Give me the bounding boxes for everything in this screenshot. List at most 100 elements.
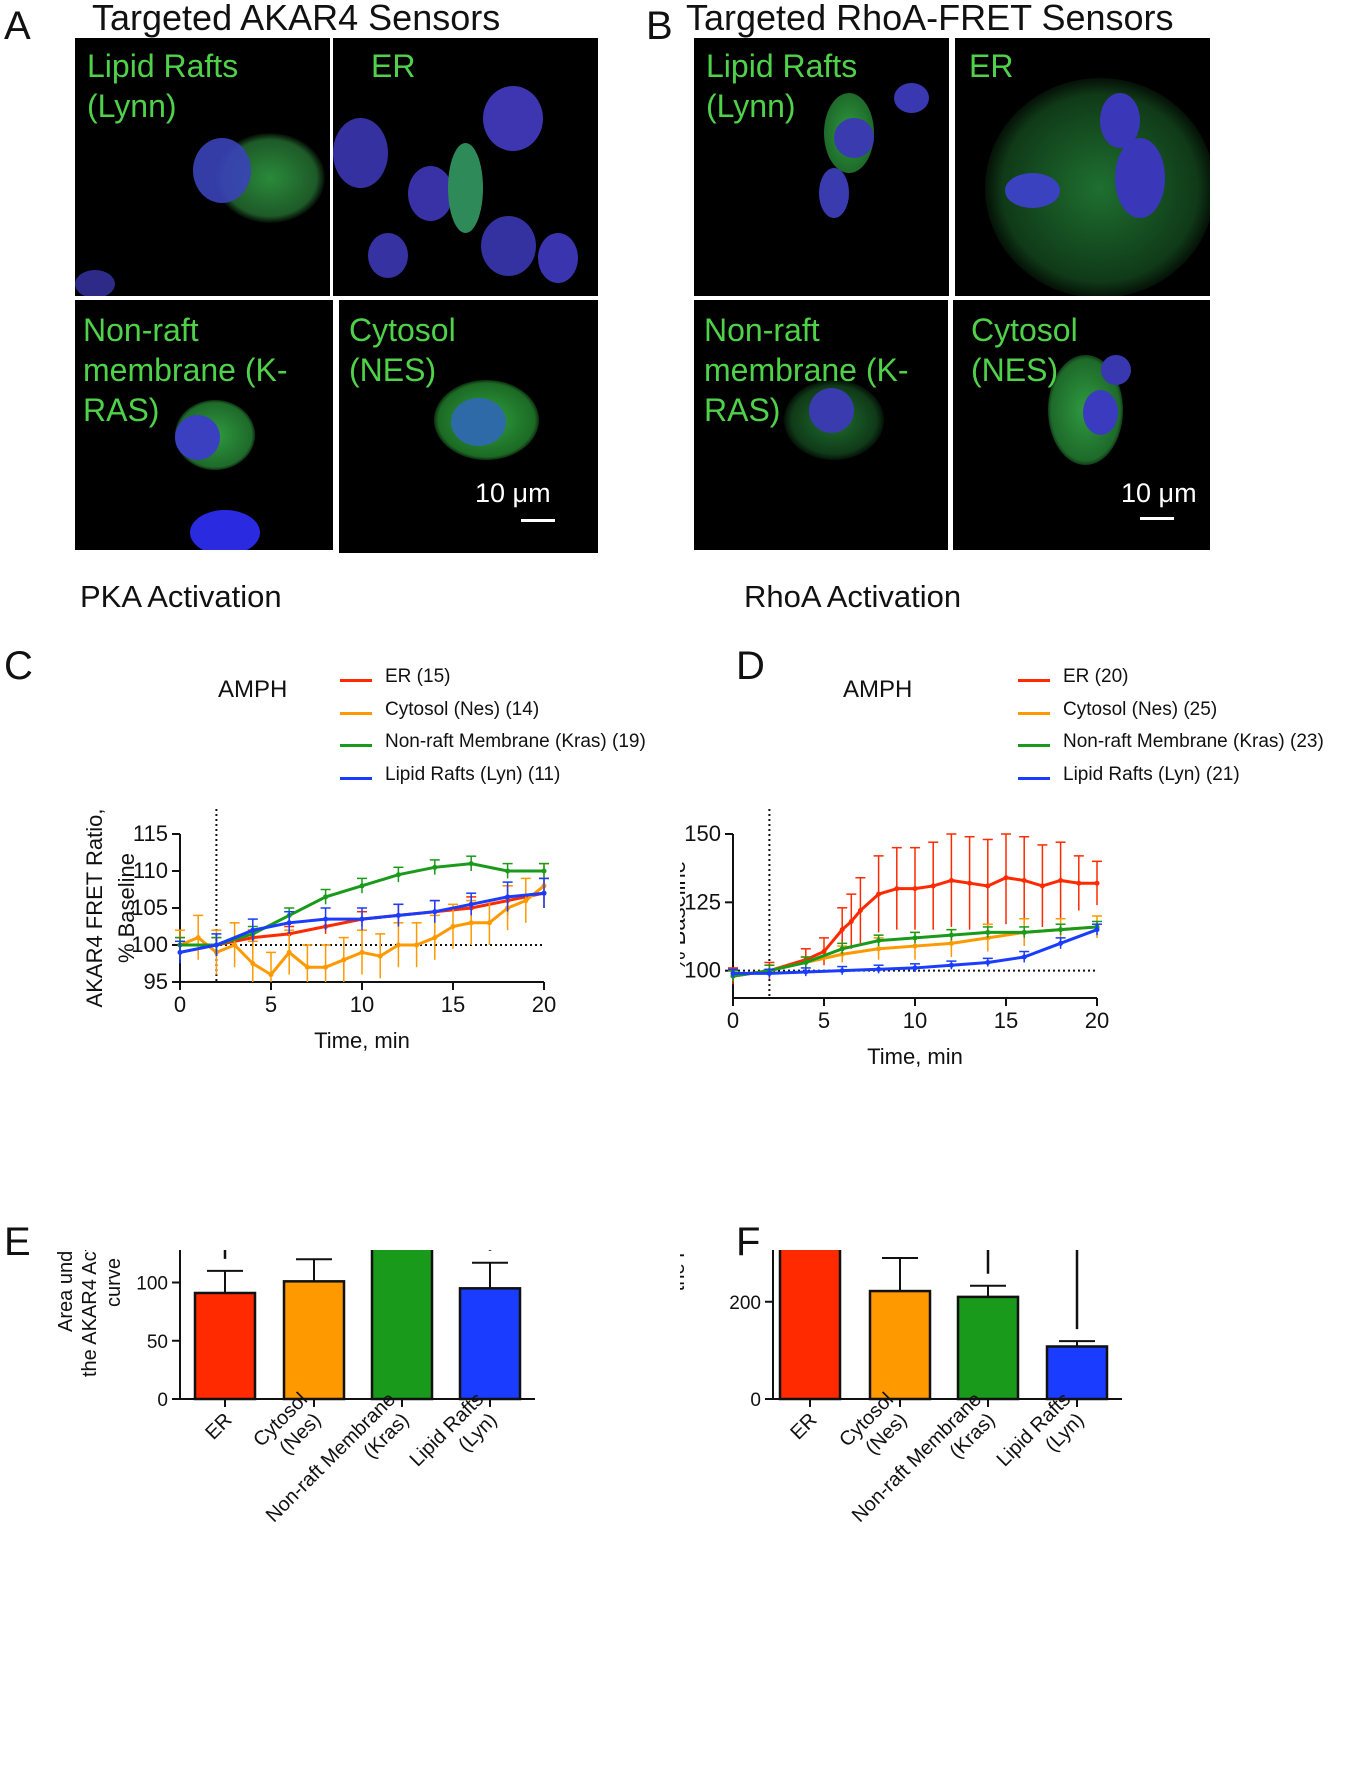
image-label: Lipid Rafts (Lynn) xyxy=(706,48,858,124)
scale-bar-label: 10 μm xyxy=(475,478,551,508)
legend-swatch xyxy=(340,711,372,715)
legend-label: Lipid Rafts (Lyn) (11) xyxy=(385,763,561,785)
data-point xyxy=(1094,927,1100,933)
data-point xyxy=(468,920,474,926)
data-point xyxy=(250,927,256,933)
data-point xyxy=(985,935,991,941)
panel-d-letter: D xyxy=(736,644,765,688)
y-axis-label: % Baseline xyxy=(114,853,139,963)
data-point xyxy=(432,935,438,941)
bar xyxy=(1045,1345,1109,1401)
data-point xyxy=(948,877,954,883)
data-point xyxy=(1058,940,1064,946)
x-tick-label: 5 xyxy=(265,992,277,1017)
y-axis-label: the AKAR4 Activation xyxy=(79,1250,101,1377)
panel-e-letter: E xyxy=(4,1220,31,1264)
data-point xyxy=(395,912,401,918)
bar xyxy=(282,1280,346,1401)
data-point xyxy=(505,894,511,900)
data-point xyxy=(541,890,547,896)
scale-bar xyxy=(521,519,555,522)
x-tick-label: 20 xyxy=(1085,1008,1109,1033)
image-label: ER xyxy=(969,48,1014,84)
x-tick-label-line: ER xyxy=(786,1409,821,1444)
legend-label: ER (20) xyxy=(1063,666,1129,687)
data-point xyxy=(341,957,347,963)
bar xyxy=(370,1250,434,1401)
y-axis-label: AKAR4 FRET Ratio, xyxy=(82,809,107,1008)
legend-swatch xyxy=(1018,744,1050,747)
y-tick-label: 0 xyxy=(750,1390,761,1411)
panel-c-letter: C xyxy=(4,644,33,688)
data-point xyxy=(177,949,183,955)
data-point xyxy=(250,961,256,966)
legend-label: Non-raft Membrane (Kras) (19) xyxy=(385,731,646,752)
image-label: Cytosol (NES) xyxy=(971,312,1078,388)
data-point xyxy=(213,942,219,948)
image-label: Lipid Rafts (Lynn) xyxy=(87,48,239,124)
data-point xyxy=(985,959,991,965)
legend-swatch xyxy=(1018,679,1050,682)
data-point xyxy=(323,964,329,970)
data-point xyxy=(359,949,365,955)
data-point xyxy=(821,949,827,955)
data-point xyxy=(930,883,936,889)
image-label: ER xyxy=(371,48,416,84)
data-point xyxy=(803,969,809,975)
x-tick-label: 15 xyxy=(441,992,465,1017)
data-point xyxy=(1039,883,1045,889)
legend-label: Cytosol (Nes) (25) xyxy=(1063,698,1218,720)
y-tick-label: 100 xyxy=(684,958,721,983)
data-point xyxy=(486,920,492,926)
image-label: Non-raft membrane (K-RAS) xyxy=(704,312,909,428)
bar xyxy=(778,1250,842,1401)
data-point xyxy=(268,972,274,978)
data-point xyxy=(857,908,863,914)
data-point xyxy=(468,861,474,867)
chart-c-pka-activation: 0 5 10 15 20 95 100 105 110 115 Time, min AKAR4 FRE… xyxy=(82,809,556,1053)
data-point xyxy=(505,868,511,874)
chart-e-akar4-auc: 050100150200ERCytosol(Nes)Non-raft Membr… xyxy=(55,1250,535,1527)
data-point xyxy=(323,894,329,900)
data-point xyxy=(985,883,991,889)
series-lipid xyxy=(175,877,549,964)
data-point xyxy=(848,918,854,924)
data-point xyxy=(948,962,954,968)
series-line xyxy=(732,876,1097,978)
x-tick-label: 20 xyxy=(532,992,556,1017)
data-point xyxy=(1021,877,1027,883)
data-point xyxy=(286,949,292,955)
y-tick-label: 0 xyxy=(157,1390,168,1411)
chart-d-title: RhoA Activation xyxy=(744,579,962,614)
data-point xyxy=(359,883,365,889)
data-point xyxy=(876,946,882,952)
data-point xyxy=(876,966,882,972)
y-tick-label: 95 xyxy=(144,969,168,994)
y-tick-label: 200 xyxy=(729,1293,761,1314)
x-tick-label: 10 xyxy=(350,992,374,1017)
data-point xyxy=(1003,875,1009,881)
data-point xyxy=(1021,929,1027,935)
data-point xyxy=(395,942,401,948)
legend-swatch xyxy=(340,744,372,747)
x-tick-label: ER xyxy=(201,1409,236,1444)
x-tick-label: 10 xyxy=(903,1008,927,1033)
y-tick-label: 50 xyxy=(147,1332,168,1353)
data-point xyxy=(286,920,292,926)
y-axis-label: Area under xyxy=(55,1250,77,1332)
data-point xyxy=(766,970,772,976)
x-tick-label-line: ER xyxy=(201,1409,236,1444)
data-point xyxy=(948,932,954,938)
series-lipid xyxy=(728,923,1102,978)
data-point xyxy=(450,924,456,929)
panel-a-title: Targeted AKAR4 Sensors xyxy=(92,0,501,38)
akar4-er-image: ER xyxy=(333,38,598,296)
data-point xyxy=(1076,880,1082,886)
data-point xyxy=(432,864,438,870)
panel-a-letter: A xyxy=(4,4,31,48)
data-point xyxy=(876,891,882,897)
legend-swatch xyxy=(340,776,372,780)
legend-swatch xyxy=(1018,776,1050,780)
rhoa-nonraft-image: Non-raft membrane (K-RAS) xyxy=(694,300,948,550)
